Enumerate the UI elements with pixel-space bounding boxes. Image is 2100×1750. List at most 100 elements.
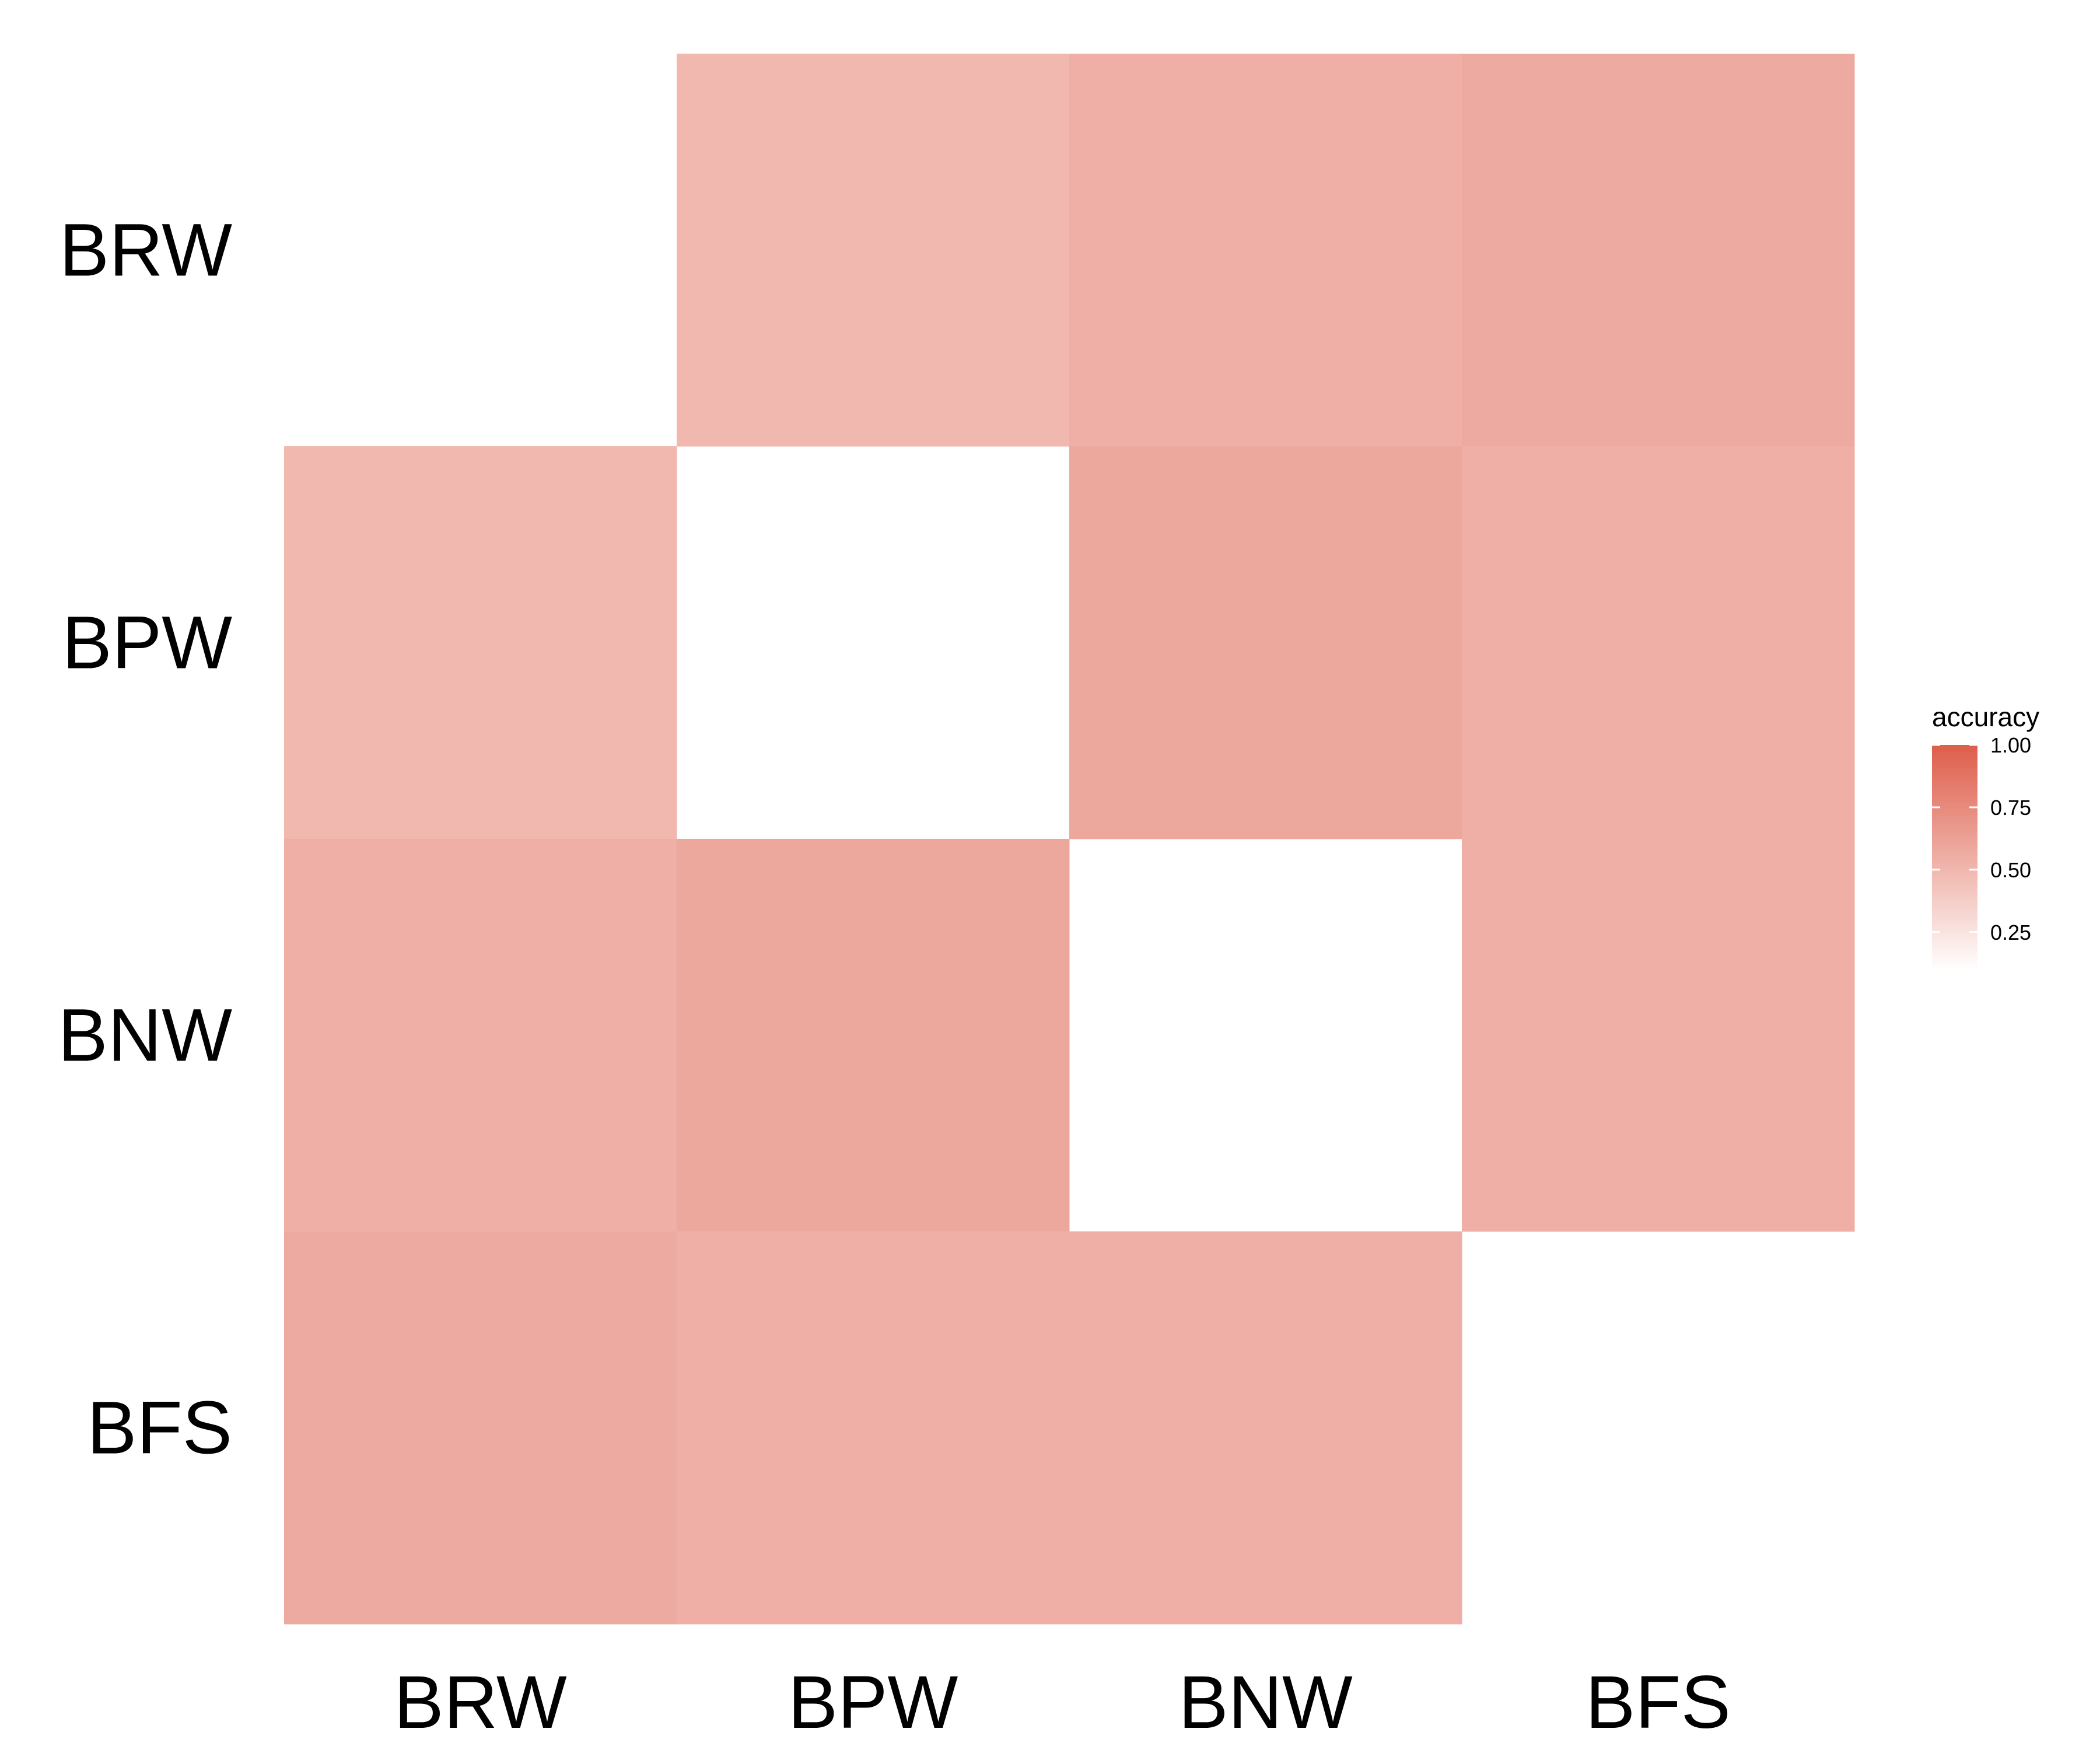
legend-gradient-step (1932, 904, 1978, 907)
legend-gradient-step (1932, 883, 1978, 886)
legend-gradient-step (1932, 885, 1978, 888)
legend-gradient-step (1932, 918, 1978, 921)
legend-gradient-step (1932, 936, 1978, 940)
legend-gradient-step (1932, 803, 1978, 806)
legend-gradient-step (1932, 827, 1978, 830)
legend-gradient-step (1932, 845, 1978, 849)
legend-gradient-step (1932, 866, 1978, 870)
legend-gradient-step (1932, 815, 1978, 818)
legend-gradient-step (1932, 869, 1978, 872)
legend-tick-label: 0.25 (1990, 921, 2031, 944)
heatmap-cell-brw-bfs (1462, 54, 1855, 447)
legend-gradient-step (1932, 848, 1978, 851)
legend-gradient-step (1932, 817, 1978, 820)
legend-gradient-step (1932, 834, 1978, 837)
legend-gradient-step (1932, 855, 1978, 858)
legend-gradient-step (1932, 953, 1978, 956)
heatmap-cell-bpw-bfs (1462, 446, 1855, 839)
legend-gradient-step (1932, 796, 1978, 799)
legend-gradient-step (1932, 922, 1978, 926)
legend-gradient-step (1932, 864, 1978, 867)
legend-gradient-step (1932, 752, 1978, 755)
legend-gradient-step (1932, 920, 1978, 923)
heatmap-cell-bnw-brw (284, 839, 677, 1232)
legend-gradient-step (1932, 890, 1978, 893)
y-axis-tick-labels: BRW BPW BNW BFS (58, 209, 232, 1470)
legend-gradient-step (1932, 876, 1978, 879)
legend-gradient-step (1932, 824, 1978, 827)
heatmap-cells (284, 54, 1855, 1625)
heatmap-cell-bfs-bnw (1069, 1231, 1462, 1625)
legend-gradient-step (1932, 862, 1978, 865)
y-tick-label-brw: BRW (60, 209, 233, 292)
legend-title: accuracy (1932, 702, 2039, 732)
x-tick-label-bfs: BFS (1586, 1661, 1731, 1744)
legend-gradient-step (1932, 878, 1978, 881)
legend-gradient-step (1932, 801, 1978, 804)
legend-gradient-step (1932, 960, 1978, 963)
legend-gradient-step (1932, 792, 1978, 794)
legend-gradient-step (1932, 906, 1978, 909)
legend-gradient-step (1932, 813, 1978, 816)
legend-gradient-step (1932, 934, 1978, 937)
legend-gradient-step (1932, 838, 1978, 842)
legend-gradient-step (1932, 787, 1978, 790)
legend-gradient-step (1932, 946, 1978, 949)
legend-gradient-step (1932, 852, 1978, 856)
legend-gradient-step (1932, 778, 1978, 780)
legend-gradient-step (1932, 894, 1978, 898)
legend-gradient-step (1932, 771, 1978, 774)
legend-colorbar (1932, 745, 1978, 970)
legend-gradient-step (1932, 785, 1978, 788)
heatmap-cell-bpw-brw (284, 446, 677, 839)
legend-gradient-step (1932, 747, 1978, 750)
legend-gradient-step (1932, 841, 1978, 844)
legend-gradient-step (1932, 789, 1978, 792)
legend-gradient-step (1932, 829, 1978, 832)
legend-gradient-step (1932, 955, 1978, 958)
y-tick-label-bpw: BPW (62, 601, 232, 685)
legend-gradient-step (1932, 871, 1978, 874)
legend-gradient-step (1932, 822, 1978, 825)
legend-gradient-step (1932, 820, 1978, 822)
legend-gradient-step (1932, 810, 1978, 813)
legend-gradient-step (1932, 967, 1978, 970)
legend-gradient-step (1932, 808, 1978, 811)
legend-gradient-step (1932, 768, 1978, 771)
legend-gradient-step (1932, 901, 1978, 905)
heatmap-cell-bnw-bpw (677, 839, 1070, 1232)
legend-gradient-step (1932, 939, 1978, 942)
legend-gradient-step (1932, 806, 1978, 808)
legend-gradient-step (1932, 911, 1978, 914)
legend-gradient-step (1932, 887, 1978, 891)
heatmap-cell-bnw-bfs (1462, 839, 1855, 1232)
heatmap-cell-bpw-bnw (1069, 446, 1462, 839)
x-tick-label-brw: BRW (394, 1661, 567, 1744)
legend-gradient-step (1932, 957, 1978, 961)
legend-gradient-step (1932, 950, 1978, 954)
heatmap-cell-bfs-brw (284, 1231, 677, 1625)
heatmap-cell-bfs-bpw (677, 1231, 1070, 1625)
legend-gradient-step (1932, 750, 1978, 752)
y-tick-label-bnw: BNW (58, 994, 232, 1077)
legend-gradient-step (1932, 780, 1978, 783)
legend-gradient-step (1932, 757, 1978, 760)
legend-gradient-step (1932, 929, 1978, 933)
legend-gradient-step (1932, 745, 1978, 748)
legend-gradient-step (1932, 897, 1978, 900)
legend-gradient-step (1932, 759, 1978, 762)
legend-gradient-step (1932, 880, 1978, 884)
legend-gradient-step (1932, 927, 1978, 930)
legend-tick-label: 0.75 (1990, 796, 2031, 820)
legend-gradient-step (1932, 831, 1978, 834)
legend-gradient-step (1932, 925, 1978, 928)
legend-gradient-step (1932, 941, 1978, 944)
legend-gradient-step (1932, 948, 1978, 951)
legend-gradient-step (1932, 873, 1978, 877)
legend-gradient-step (1932, 773, 1978, 776)
legend-gradient-step (1932, 775, 1978, 778)
legend-gradient-step (1932, 850, 1978, 853)
heatmap-cell-brw-bpw (677, 54, 1070, 447)
legend-gradient-step (1932, 761, 1978, 764)
legend-gradient-step (1932, 943, 1978, 947)
